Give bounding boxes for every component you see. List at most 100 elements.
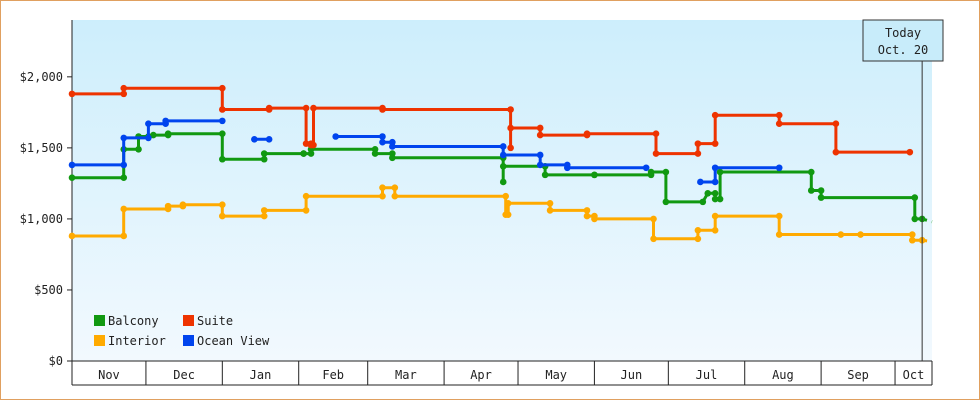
data-point	[716, 195, 724, 203]
data-point	[699, 198, 707, 206]
data-point	[716, 168, 724, 176]
data-point	[332, 133, 339, 140]
data-point	[775, 212, 783, 220]
data-point	[379, 184, 386, 191]
data-point	[260, 155, 268, 163]
legend: Balcony Suite Interior Ocean View	[94, 314, 270, 348]
data-point	[219, 201, 226, 209]
data-point	[302, 207, 310, 214]
data-point	[219, 106, 226, 113]
data-point	[711, 111, 719, 119]
data-point	[775, 231, 783, 238]
legend-swatch	[94, 315, 105, 326]
data-point	[642, 164, 650, 172]
data-point	[546, 199, 554, 207]
x-axis: Nov Dec Jan Feb Mar Apr May Jun Jul Aug Sep Oct	[71, 360, 933, 386]
data-point	[120, 134, 128, 142]
data-point	[310, 141, 317, 149]
data-point	[652, 130, 660, 137]
data-point	[379, 192, 386, 200]
today-date: Oct. 20	[878, 43, 929, 57]
data-point	[371, 150, 379, 157]
data-point	[507, 124, 514, 132]
x-tick-label: Oct	[903, 368, 925, 382]
data-point	[536, 151, 544, 159]
data-point	[536, 161, 544, 169]
data-point	[120, 174, 128, 182]
data-point	[775, 120, 783, 128]
data-point	[775, 164, 783, 172]
data-point	[164, 202, 172, 210]
data-point	[68, 161, 76, 169]
data-point	[68, 174, 76, 182]
data-point	[546, 207, 554, 214]
data-point	[162, 117, 169, 125]
series-suite	[68, 84, 914, 157]
data-point	[807, 187, 815, 194]
data-point	[260, 150, 268, 157]
data-point	[817, 194, 825, 201]
x-tick-label: Nov	[98, 368, 120, 382]
data-point	[219, 84, 226, 92]
data-point	[219, 117, 226, 125]
data-point	[647, 168, 655, 176]
data-point	[120, 232, 128, 240]
legend-swatch	[183, 315, 194, 326]
data-point	[908, 236, 916, 244]
data-point	[694, 150, 702, 157]
y-tick-label: $0	[49, 354, 63, 368]
projection-line	[921, 217, 933, 224]
data-point	[652, 150, 660, 157]
data-point	[807, 168, 815, 176]
data-point	[694, 235, 702, 243]
data-point	[591, 215, 598, 223]
data-point	[391, 192, 399, 200]
data-point	[135, 145, 142, 153]
series-ocean-view	[68, 117, 783, 186]
data-point	[583, 212, 591, 220]
data-point	[857, 231, 864, 238]
data-point	[379, 138, 386, 146]
data-point	[711, 164, 719, 172]
y-tick-label: $2,000	[20, 70, 63, 84]
data-point	[120, 90, 128, 98]
data-point	[120, 205, 128, 213]
data-point	[541, 171, 549, 179]
series-line	[70, 186, 924, 242]
data-point	[507, 144, 514, 152]
data-point	[145, 120, 152, 128]
legend-label: Suite	[197, 314, 233, 328]
data-point	[650, 235, 657, 243]
y-tick-label: $1,000	[20, 212, 63, 226]
data-point	[504, 199, 512, 207]
data-point	[150, 131, 157, 139]
data-point	[499, 151, 507, 159]
data-point	[911, 194, 919, 201]
data-point	[832, 120, 840, 128]
data-point	[906, 148, 914, 156]
projection-line	[921, 238, 933, 244]
data-point	[260, 212, 268, 220]
plot-background	[72, 20, 932, 361]
data-point	[711, 195, 719, 203]
data-point	[711, 140, 719, 147]
today-marker: Today Oct. 20	[862, 19, 944, 361]
y-tick-label: $1,500	[20, 141, 63, 155]
x-tick-label: May	[545, 368, 567, 382]
x-tick-label: Feb	[322, 368, 344, 382]
data-point	[499, 143, 507, 150]
x-tick-label: Aug	[772, 368, 794, 382]
data-point	[775, 111, 783, 119]
data-point	[179, 201, 187, 209]
legend-swatch	[94, 335, 105, 346]
data-point	[68, 90, 76, 98]
data-point	[911, 215, 919, 223]
data-point	[164, 130, 172, 137]
data-point	[583, 207, 591, 214]
y-tick-label: $500	[34, 283, 63, 297]
data-point	[265, 136, 273, 143]
data-point	[711, 212, 719, 220]
legend-swatch	[183, 335, 194, 346]
